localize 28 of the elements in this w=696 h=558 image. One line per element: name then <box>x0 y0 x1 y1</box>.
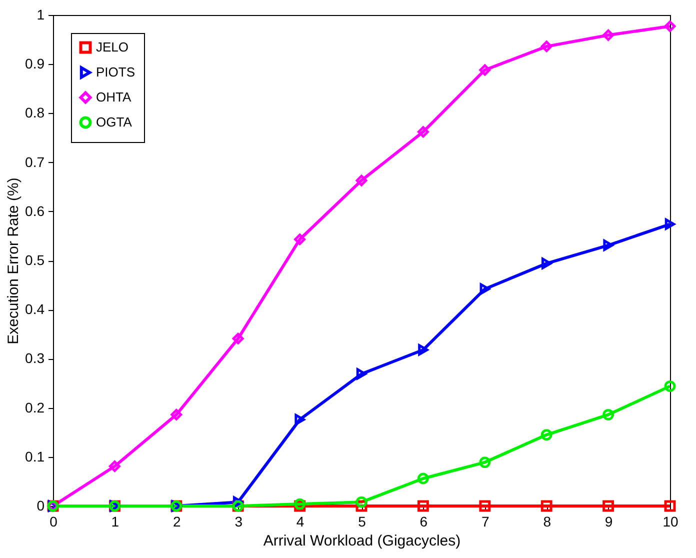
y-tick-label: 0.8 <box>25 104 45 121</box>
x-tick-label: 8 <box>543 514 552 530</box>
y-tick-label: 0.3 <box>25 350 45 366</box>
y-tick-label: 0.6 <box>25 202 45 219</box>
x-tick-label: 3 <box>234 514 243 530</box>
x-tick-label: 5 <box>358 514 366 530</box>
x-tick-label: 7 <box>482 514 490 530</box>
y-tick-label: 0.7 <box>25 154 45 170</box>
x-tick-label: 2 <box>173 514 181 530</box>
x-axis-title: Arrival Workload (Gigacycles) <box>263 532 461 550</box>
y-tick-label: 0 <box>36 498 45 514</box>
x-tick-label: 0 <box>50 514 58 530</box>
y-tick-label: 0.5 <box>25 252 45 268</box>
y-tick-label: 0.9 <box>25 56 45 72</box>
x-tick-label: 4 <box>296 514 304 530</box>
legend-label: PIOTS <box>96 64 136 80</box>
y-tick-label: 0.2 <box>25 399 45 416</box>
y-tick-label: 1 <box>36 6 45 22</box>
x-tick-label: 6 <box>420 514 428 530</box>
y-tick-label: 0.1 <box>25 448 45 464</box>
x-tick-label: 1 <box>111 514 120 530</box>
legend-label: OHTA <box>96 90 132 104</box>
y-axis-title: Execution Error Rate (%) <box>5 178 22 344</box>
legend-label: JELO <box>96 40 129 54</box>
x-tick-label: 10 <box>662 514 678 530</box>
legend-label: OGTA <box>96 114 132 130</box>
x-tick-label: 9 <box>604 514 613 530</box>
y-tick-label: 0.4 <box>25 301 45 318</box>
